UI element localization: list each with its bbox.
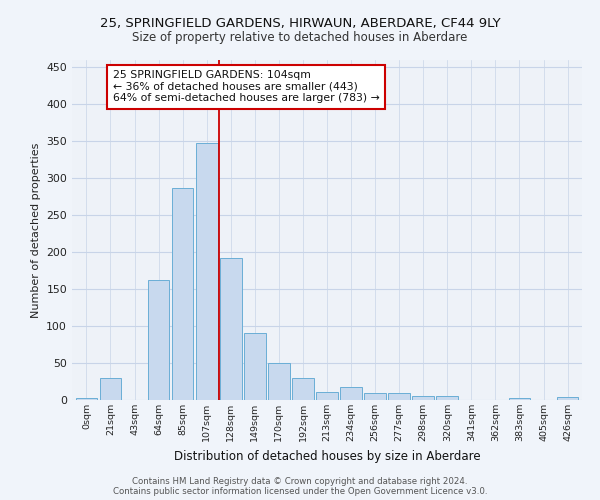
Bar (509, 398, 530, 400)
Bar (388, 392, 410, 400)
Text: 25, SPRINGFIELD GARDENS, HIRWAUN, ABERDARE, CF44 9LY: 25, SPRINGFIELD GARDENS, HIRWAUN, ABERDA… (100, 18, 500, 30)
Bar (148, 280, 169, 400)
Y-axis label: Number of detached properties: Number of detached properties (31, 142, 41, 318)
Bar (557, 397, 578, 400)
Bar (364, 392, 386, 400)
X-axis label: Distribution of detached houses by size in Aberdare: Distribution of detached houses by size … (173, 450, 481, 462)
Bar (76, 398, 97, 400)
Bar (436, 396, 458, 400)
Bar (220, 258, 242, 400)
Bar (172, 188, 193, 400)
Bar (292, 378, 314, 400)
Bar (196, 143, 218, 400)
Bar (340, 388, 362, 400)
Text: Contains HM Land Registry data © Crown copyright and database right 2024.
Contai: Contains HM Land Registry data © Crown c… (113, 476, 487, 496)
Bar (412, 396, 434, 400)
Bar (100, 378, 121, 400)
Text: 25 SPRINGFIELD GARDENS: 104sqm
← 36% of detached houses are smaller (443)
64% of: 25 SPRINGFIELD GARDENS: 104sqm ← 36% of … (113, 70, 380, 103)
Bar (244, 334, 266, 400)
Bar (316, 392, 338, 400)
Text: Size of property relative to detached houses in Aberdare: Size of property relative to detached ho… (133, 31, 467, 44)
Bar (268, 363, 290, 400)
